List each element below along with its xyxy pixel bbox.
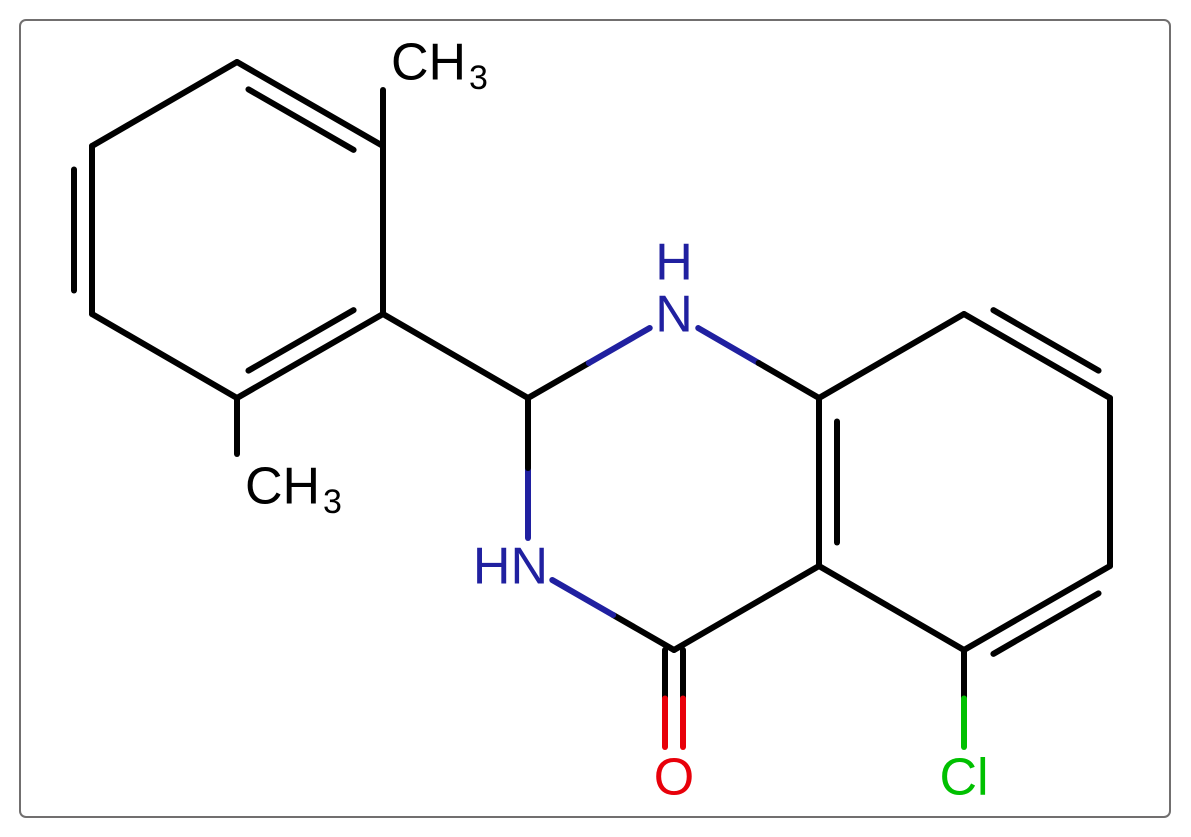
nitrogen-1-h-label: H: [655, 234, 693, 292]
nitrogen-3-label: HN: [473, 538, 548, 596]
oxygen-label: O: [654, 749, 694, 807]
svg-text:3: 3: [323, 483, 342, 521]
chlorine-label: Cl: [939, 749, 988, 807]
methyl-label-1: CH: [391, 34, 466, 92]
nitrogen-1-label: N: [655, 286, 693, 344]
svg-text:3: 3: [469, 59, 488, 97]
molecule-diagram: CH3CH3NHHNOCl: [0, 0, 1191, 837]
methyl-label-2: CH: [245, 458, 320, 516]
